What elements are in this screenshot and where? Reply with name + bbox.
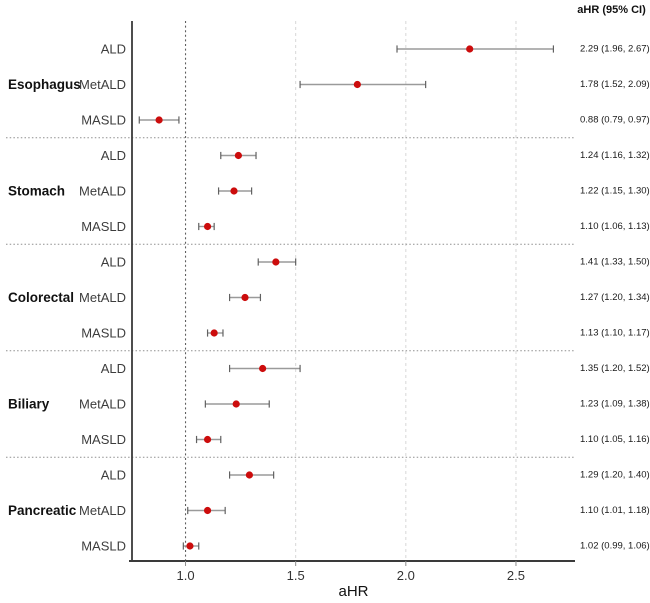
ahr-ci-value: 1.41 (1.33, 1.50) (580, 257, 650, 268)
point-estimate (203, 435, 212, 444)
ahr-ci-value: 1.10 (1.01, 1.18) (580, 505, 650, 516)
row-label: MetALD (79, 503, 126, 518)
x-axis-title: aHR (338, 583, 369, 600)
point-estimate (259, 364, 267, 373)
point-estimate (230, 187, 238, 195)
row-label: ALD (101, 468, 126, 483)
group-label: Pancreatic (8, 503, 77, 518)
group-label: Esophagus (8, 77, 81, 92)
point-estimate (232, 400, 240, 408)
ci-column-header: aHR (95% CI) (577, 4, 646, 16)
row-label: MetALD (79, 184, 126, 199)
ahr-ci-value: 1.78 (1.52, 2.09) (580, 79, 650, 90)
ahr-ci-value: 1.24 (1.16, 1.32) (580, 150, 650, 161)
point-estimate (466, 45, 474, 53)
row-label: MetALD (79, 397, 126, 412)
ahr-ci-value: 2.29 (1.96, 2.67) (580, 44, 650, 55)
point-estimate (353, 80, 361, 89)
point-estimate (155, 116, 163, 124)
point-estimate (203, 506, 212, 515)
ahr-ci-value: 1.10 (1.06, 1.13) (580, 221, 650, 232)
ahr-ci-value: 1.13 (1.10, 1.17) (580, 328, 650, 339)
point-estimate (272, 258, 280, 266)
ahr-ci-value: 1.23 (1.09, 1.38) (580, 399, 650, 410)
ahr-ci-value: 1.29 (1.20, 1.40) (580, 470, 650, 481)
row-label: ALD (101, 42, 126, 57)
x-tick-label: 2.0 (397, 568, 415, 583)
group-label: Biliary (8, 397, 50, 412)
point-estimate (210, 329, 218, 337)
row-label: MASLD (81, 539, 126, 554)
ahr-ci-value: 1.22 (1.15, 1.30) (580, 186, 650, 197)
row-label: ALD (101, 255, 126, 270)
row-label: MASLD (81, 113, 126, 128)
x-tick-label: 1.0 (176, 568, 194, 583)
row-label: MASLD (81, 219, 126, 234)
group-label: Stomach (8, 184, 65, 199)
ahr-ci-value: 1.10 (1.05, 1.16) (580, 434, 650, 445)
row-label: MetALD (79, 77, 126, 92)
row-label: ALD (101, 361, 126, 376)
group-label: Colorectal (8, 290, 74, 305)
point-estimate (241, 293, 249, 302)
ahr-ci-value: 1.02 (0.99, 1.06) (580, 541, 650, 552)
point-estimate (234, 151, 242, 160)
row-label: MASLD (81, 432, 126, 447)
ahr-ci-value: 1.35 (1.20, 1.52) (580, 363, 650, 374)
ahr-ci-value: 0.88 (0.79, 0.97) (580, 115, 650, 126)
row-label: ALD (101, 148, 126, 163)
ahr-ci-value: 1.27 (1.20, 1.34) (580, 292, 650, 303)
x-tick-label: 2.5 (507, 568, 525, 583)
row-label: MetALD (79, 290, 126, 305)
point-estimate (203, 222, 212, 231)
x-tick-label: 1.5 (287, 568, 305, 583)
point-estimate (186, 542, 194, 550)
point-estimate (245, 471, 254, 479)
row-label: MASLD (81, 326, 126, 341)
